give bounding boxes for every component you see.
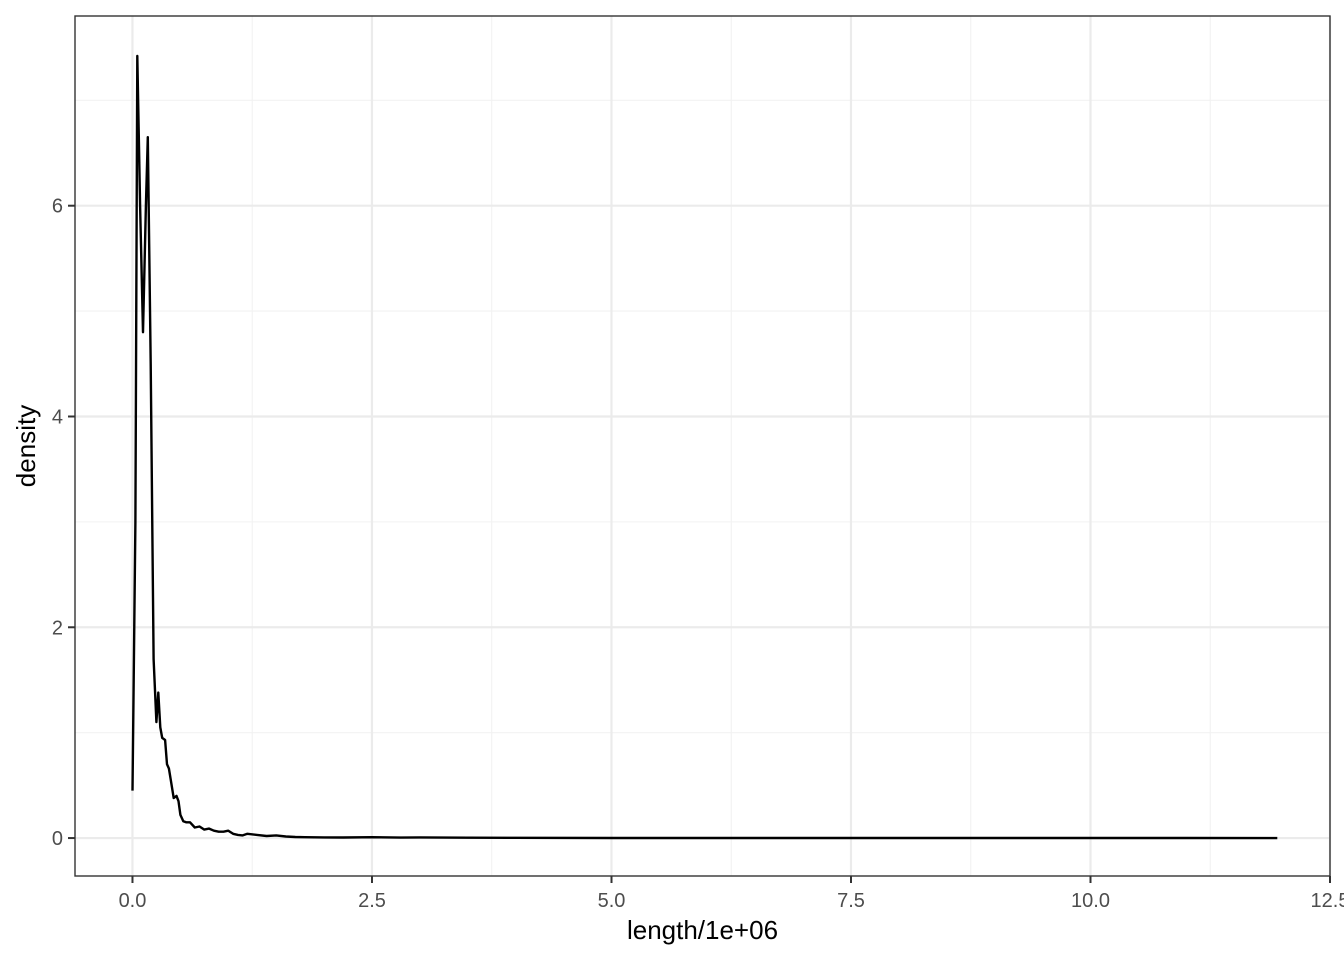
x-axis-title: length/1e+06 xyxy=(627,915,778,945)
y-axis-title: density xyxy=(11,405,41,487)
x-tick-label: 5.0 xyxy=(598,890,626,912)
y-tick-label: 2 xyxy=(52,617,63,639)
x-tick-label: 12.5 xyxy=(1311,890,1344,912)
density-line xyxy=(131,54,1278,840)
plot-panel-border xyxy=(74,15,1331,877)
minor-gridlines xyxy=(75,16,1330,876)
x-tick-label: 10.0 xyxy=(1071,890,1110,912)
x-axis: 0.0 2.5 5.0 7.5 10.0 12.5 xyxy=(119,876,1344,912)
x-tick-label: 0.0 xyxy=(119,890,147,912)
y-tick-label: 0 xyxy=(52,828,63,850)
y-axis: 0 2 4 6 xyxy=(52,196,75,850)
major-gridlines xyxy=(75,16,1332,876)
x-tick-label: 7.5 xyxy=(837,890,865,912)
y-tick-label: 4 xyxy=(52,406,63,428)
x-tick-label: 2.5 xyxy=(358,890,386,912)
y-tick-label: 6 xyxy=(52,196,63,218)
